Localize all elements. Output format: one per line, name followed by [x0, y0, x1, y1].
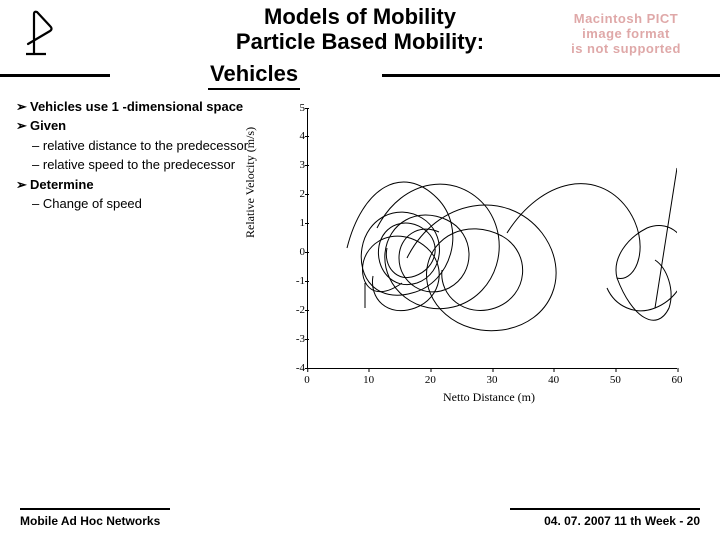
xtick: 40 [548, 374, 559, 386]
footer: Mobile Ad Hoc Networks 04. 07. 2007 11 t… [0, 508, 720, 528]
title-line-3: Vehicles [208, 61, 300, 90]
bullet-2a: – relative distance to the predecessor [42, 137, 271, 155]
bullet-1: ➢Vehicles use 1 -dimensional space [16, 98, 271, 116]
xtick: 10 [363, 374, 374, 386]
phase-chart: Relative Velocity (m/s) Netto Distance (… [279, 98, 699, 398]
ytick: 2 [289, 188, 305, 200]
ytick: 4 [289, 130, 305, 142]
ytick: 3 [289, 159, 305, 171]
ytick: -3 [289, 333, 305, 345]
xtick: 0 [304, 374, 310, 386]
bullet-list: ➢Vehicles use 1 -dimensional space ➢Give… [16, 98, 271, 398]
ytick: -4 [289, 362, 305, 374]
bullet-3a: – Change of speed [42, 195, 271, 213]
chart-traces [307, 108, 677, 368]
chart-ylabel: Relative Velocity (m/s) [243, 127, 258, 238]
chart-xlabel: Netto Distance (m) [279, 390, 699, 405]
ytick: 5 [289, 102, 305, 114]
xtick: 60 [672, 374, 683, 386]
ytick: 0 [289, 246, 305, 258]
xtick: 30 [487, 374, 498, 386]
footer-left: Mobile Ad Hoc Networks [20, 514, 160, 528]
xtick: 20 [425, 374, 436, 386]
arrow-icon: ➢ [16, 98, 30, 116]
header-rule: Vehicles [0, 61, 720, 90]
bullet-3: ➢Determine [16, 176, 271, 194]
ytick: 1 [289, 217, 305, 229]
bullet-2b: – relative speed to the predecessor [42, 156, 271, 174]
ytick: -1 [289, 275, 305, 287]
mac-pict-placeholder: Macintosh PICT image format is not suppo… [556, 12, 696, 57]
footer-right: 04. 07. 2007 11 th Week - 20 [544, 514, 700, 528]
arrow-icon: ➢ [16, 176, 30, 194]
logo [20, 8, 60, 58]
bullet-2: ➢Given [16, 117, 271, 135]
arrow-icon: ➢ [16, 117, 30, 135]
ytick: -2 [289, 304, 305, 316]
xtick: 50 [610, 374, 621, 386]
